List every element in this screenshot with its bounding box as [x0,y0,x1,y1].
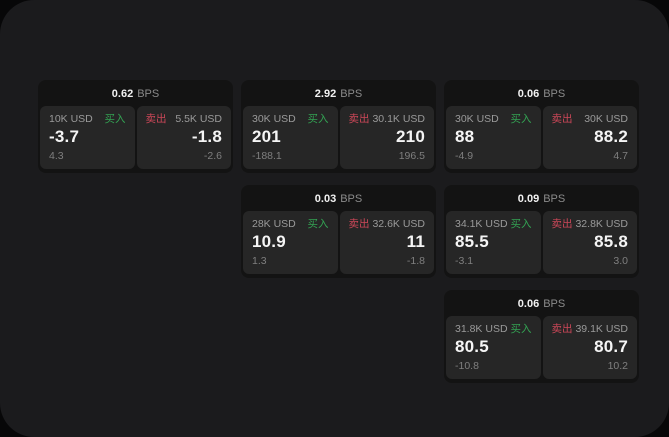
sell-quote-tile[interactable]: 卖出 5.5K USD -1.8 -2.6 [136,106,231,169]
bps-value: 0.06 [517,298,540,310]
bps-unit-label: BPS [340,88,363,100]
buy-quote-tile[interactable]: 28K USD 买入 10.9 1.3 [243,211,338,274]
buy-price: -3.7 [49,127,80,146]
buy-sub-value: -188.1 [252,150,282,162]
sell-price: 11 [406,232,425,251]
card-header: 0.09 BPS [446,187,637,211]
sell-price: 85.8 [594,232,628,251]
bps-value: 0.62 [111,88,134,100]
sell-quote-tile[interactable]: 卖出 32.6K USD 11 -1.8 [339,211,434,274]
buy-sub-value: 4.3 [49,150,64,162]
buy-amount: 28K USD [252,218,296,230]
bps-value: 0.06 [517,88,540,100]
buy-price: 88 [455,127,475,146]
sell-amount: 30.1K USD [372,113,425,125]
buy-quote-tile[interactable]: 31.8K USD 买入 80.5 -10.8 [446,316,541,379]
bps-unit-label: BPS [543,193,566,205]
sell-sub-value: 196.5 [398,150,425,162]
sell-side-label: 卖出 [551,113,573,125]
buy-quote-tile[interactable]: 34.1K USD 买入 85.5 -3.1 [446,211,541,274]
sell-amount: 5.5K USD [175,113,222,125]
sell-side-label: 卖出 [551,218,573,230]
buy-sub-value: 1.3 [252,255,267,267]
sell-price: 210 [396,127,425,146]
bps-unit-label: BPS [340,193,363,205]
sell-quote-tile[interactable]: 卖出 39.1K USD 80.7 10.2 [542,316,637,379]
sell-sub-value: -1.8 [406,255,425,267]
quote-card: 0.62 BPS 10K USD 买入 -3.7 4.3 卖出 5.5K USD… [38,80,233,173]
sell-sub-value: 10.2 [607,360,628,372]
buy-quote-tile[interactable]: 30K USD 买入 201 -188.1 [243,106,338,169]
buy-side-label: 买入 [510,323,532,335]
quote-card: 0.06 BPS 31.8K USD 买入 80.5 -10.8 卖出 39.1… [444,290,639,383]
buy-price: 85.5 [455,232,489,251]
buy-amount: 10K USD [49,113,93,125]
card-header: 2.92 BPS [243,82,434,106]
sell-price: -1.8 [191,127,222,146]
sell-price: 80.7 [594,337,628,356]
buy-amount: 31.8K USD [455,323,508,335]
buy-price: 80.5 [455,337,489,356]
bps-value: 0.09 [517,193,540,205]
quote-card: 0.09 BPS 34.1K USD 买入 85.5 -3.1 卖出 32.8K… [444,185,639,278]
buy-price: 10.9 [252,232,286,251]
sell-amount: 32.6K USD [372,218,425,230]
bps-unit-label: BPS [543,298,566,310]
sell-amount: 39.1K USD [575,323,628,335]
card-header: 0.06 BPS [446,82,637,106]
sell-amount: 32.8K USD [575,218,628,230]
card-header: 0.03 BPS [243,187,434,211]
sell-side-label: 卖出 [551,323,573,335]
sell-side-label: 卖出 [348,218,370,230]
card-header: 0.62 BPS [40,82,231,106]
bps-value: 2.92 [314,88,337,100]
card-header: 0.06 BPS [446,292,637,316]
sell-quote-tile[interactable]: 卖出 32.8K USD 85.8 3.0 [542,211,637,274]
sell-side-label: 卖出 [348,113,370,125]
bps-unit-label: BPS [137,88,160,100]
buy-side-label: 买入 [104,113,126,125]
buy-amount: 30K USD [455,113,499,125]
sell-sub-value: 4.7 [613,150,628,162]
buy-quote-tile[interactable]: 30K USD 买入 88 -4.9 [446,106,541,169]
sell-side-label: 卖出 [145,113,167,125]
buy-side-label: 买入 [307,218,329,230]
buy-side-label: 买入 [307,113,329,125]
sell-price: 88.2 [594,127,628,146]
quote-card: 0.06 BPS 30K USD 买入 88 -4.9 卖出 30K USD 8… [444,80,639,173]
buy-amount: 34.1K USD [455,218,508,230]
buy-side-label: 买入 [510,113,532,125]
sell-amount: 30K USD [584,113,628,125]
buy-sub-value: -3.1 [455,255,474,267]
sell-sub-value: 3.0 [613,255,628,267]
buy-amount: 30K USD [252,113,296,125]
buy-price: 201 [252,127,281,146]
quote-card: 0.03 BPS 28K USD 买入 10.9 1.3 卖出 32.6K US… [241,185,436,278]
bps-unit-label: BPS [543,88,566,100]
sell-sub-value: -2.6 [203,150,222,162]
quote-card: 2.92 BPS 30K USD 买入 201 -188.1 卖出 30.1K … [241,80,436,173]
buy-quote-tile[interactable]: 10K USD 买入 -3.7 4.3 [40,106,135,169]
buy-sub-value: -10.8 [455,360,479,372]
bps-value: 0.03 [314,193,337,205]
sell-quote-tile[interactable]: 卖出 30K USD 88.2 4.7 [542,106,637,169]
sell-quote-tile[interactable]: 卖出 30.1K USD 210 196.5 [339,106,434,169]
buy-sub-value: -4.9 [455,150,474,162]
buy-side-label: 买入 [510,218,532,230]
